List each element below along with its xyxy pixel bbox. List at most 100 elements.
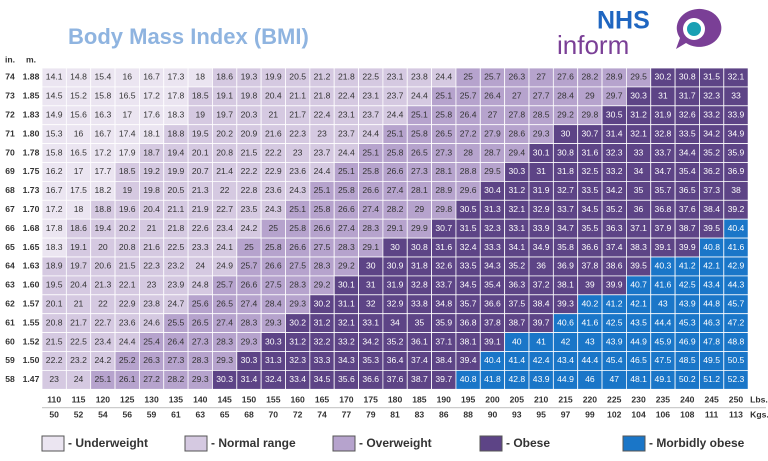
bmi-value: 40.8	[460, 374, 477, 384]
bmi-value: 25.8	[338, 185, 355, 195]
bmi-value: 33.5	[460, 261, 477, 271]
legend-swatch	[184, 435, 208, 452]
bmi-value: 42	[561, 336, 571, 346]
bmi-value: 25.8	[314, 204, 331, 214]
bmi-value: 18.3	[168, 110, 185, 120]
bmi-value: 42.4	[533, 355, 550, 365]
bmi-value: 30.2	[314, 299, 331, 309]
bmi-value: 18.8	[168, 128, 185, 138]
bmi-value: 28.1	[411, 185, 428, 195]
bmi-value: 22	[220, 185, 230, 195]
bmi-value: 45.9	[655, 336, 672, 346]
bmi-value: 22.1	[119, 280, 136, 290]
bmi-value: 21.5	[241, 147, 258, 157]
bmi-value: 30.3	[216, 374, 233, 384]
bmi-value: 29.1	[362, 242, 379, 252]
bmi-value: 20.7	[192, 166, 209, 176]
bmi-value: 37.5	[508, 299, 525, 309]
bmi-value: 32.1	[338, 317, 355, 327]
bmi-value: 30.5	[460, 204, 477, 214]
bmi-value: 27.3	[192, 336, 209, 346]
bmi-value: 48.8	[728, 336, 745, 346]
logo-inform: inform	[557, 30, 629, 60]
bmi-value: 35.7	[655, 185, 672, 195]
bmi-value: 16.7	[143, 72, 160, 82]
bmi-value: 34.3	[338, 355, 355, 365]
bmi-value: 32.1	[508, 204, 525, 214]
bmi-value: 21.8	[168, 223, 185, 233]
bmi-value: 29.1	[387, 223, 404, 233]
bmi-value: 18.7	[143, 147, 160, 157]
bmi-value: 27	[488, 110, 498, 120]
bmi-value: 16.7	[46, 185, 63, 195]
title: Body Mass Index (BMI)	[68, 24, 309, 49]
bmi-value: 41.6	[728, 242, 745, 252]
bmi-value: 26.5	[411, 147, 428, 157]
bmi-value: 19.4	[95, 223, 112, 233]
bmi-value: 44.8	[703, 299, 720, 309]
bmi-value: 33.2	[338, 336, 355, 346]
bmi-value: 20.1	[192, 147, 209, 157]
bmi-value: 21.4	[216, 166, 233, 176]
bmi-value: 37.2	[533, 280, 550, 290]
lbs-label: 235	[656, 395, 671, 405]
bmi-value: 17.8	[168, 91, 185, 101]
bmi-value: 21.7	[70, 317, 87, 327]
bmi-value: 46	[585, 374, 595, 384]
bmi-value: 39	[585, 280, 595, 290]
bmi-value: 22.3	[143, 261, 160, 271]
bmi-value: 32.6	[435, 261, 452, 271]
bmi-value: 35	[634, 185, 644, 195]
bmi-value: 28.9	[435, 185, 452, 195]
bmi-value: 17	[74, 166, 84, 176]
bmi-value: 33.2	[703, 110, 720, 120]
height-in: 59	[5, 355, 15, 365]
bmi-value: 19.8	[143, 185, 160, 195]
lbs-label: 195	[461, 395, 476, 405]
lbs-label: 155	[266, 395, 281, 405]
bmi-value: 30.5	[606, 110, 623, 120]
kgs-label: 81	[390, 410, 400, 420]
bmi-value: 25.1	[435, 91, 452, 101]
bmi-value: 33.5	[582, 185, 599, 195]
bmi-value: 29.7	[606, 91, 623, 101]
bmi-value: 38.4	[703, 204, 720, 214]
bmi-value: 35.2	[703, 147, 720, 157]
legend-swatch	[332, 435, 356, 452]
bmi-value: 26.6	[362, 185, 379, 195]
kgs-label: 90	[488, 410, 498, 420]
bmi-value: 32.1	[630, 128, 647, 138]
height-m: 1.83	[23, 110, 40, 120]
bmi-value: 22.2	[265, 147, 282, 157]
bmi-value: 24.3	[289, 185, 306, 195]
height-in: 70	[5, 147, 15, 157]
bmi-value: 21.1	[168, 204, 185, 214]
logo-nhs: NHS	[597, 7, 650, 35]
bmi-value: 45.3	[679, 317, 696, 327]
bmi-value: 31.9	[655, 110, 672, 120]
lbs-unit: Lbs.	[750, 395, 768, 405]
lbs-label: 205	[510, 395, 525, 405]
bmi-value: 24.2	[95, 355, 112, 365]
kgs-label: 93	[512, 410, 522, 420]
bmi-value: 17.6	[143, 110, 160, 120]
bmi-value: 34.2	[703, 128, 720, 138]
bmi-value: 23	[317, 128, 327, 138]
bmi-value: 21	[74, 299, 84, 309]
bmi-value: 23.1	[387, 72, 404, 82]
kgs-label: 61	[171, 410, 181, 420]
bmi-value: 20.3	[241, 110, 258, 120]
bmi-value: 30	[366, 261, 376, 271]
bmi-value: 24	[195, 261, 205, 271]
bmi-value: 39.1	[655, 242, 672, 252]
bmi-value: 39.2	[728, 204, 745, 214]
bmi-value: 34	[634, 166, 644, 176]
logo-bubble-dot	[687, 22, 701, 36]
bmi-value: 31.8	[411, 261, 428, 271]
bmi-value: 29	[585, 91, 595, 101]
bmi-value: 17.2	[95, 147, 112, 157]
bmi-value: 43	[658, 299, 668, 309]
height-in: 65	[5, 242, 15, 252]
bmi-value: 32.8	[411, 280, 428, 290]
